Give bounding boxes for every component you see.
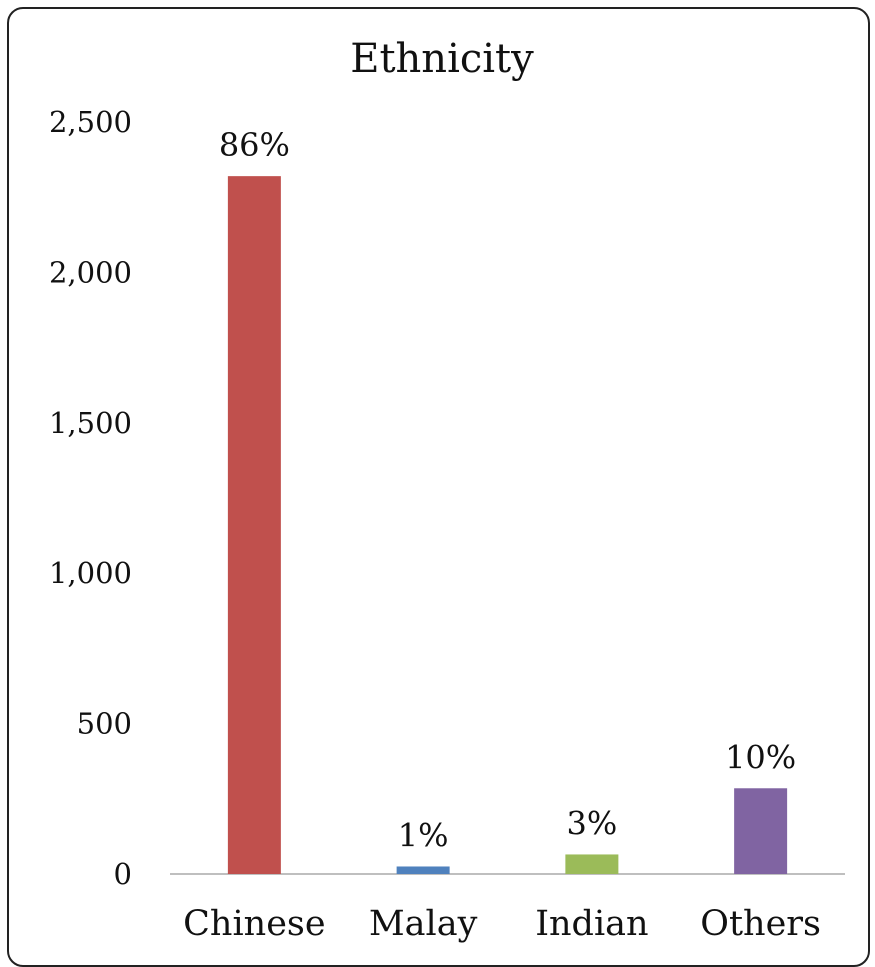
data-labels: 86% 1% 3% 10% xyxy=(219,126,796,854)
x-tick-label: Others xyxy=(700,904,821,944)
x-axis-ticks: Chinese Malay Indian Others xyxy=(183,904,821,944)
x-tick-label: Chinese xyxy=(183,904,325,944)
bars xyxy=(227,176,788,875)
data-label: 86% xyxy=(219,126,290,164)
bar-others xyxy=(734,788,788,874)
y-tick-label: 1,000 xyxy=(49,556,132,590)
y-tick-label: 2,000 xyxy=(49,255,132,289)
data-label: 1% xyxy=(398,816,449,854)
data-label: 10% xyxy=(725,738,796,776)
bar-chinese xyxy=(227,176,281,875)
y-tick-label: 500 xyxy=(77,707,132,741)
bar-malay xyxy=(396,866,450,874)
chart-title: Ethnicity xyxy=(350,36,534,82)
y-tick-label: 2,500 xyxy=(49,105,132,139)
y-axis-ticks: 0 500 1,000 1,500 2,000 2,500 xyxy=(49,105,132,891)
y-tick-label: 0 xyxy=(114,857,132,891)
data-label: 3% xyxy=(566,804,617,842)
bar-indian xyxy=(565,854,619,874)
x-tick-label: Malay xyxy=(369,904,478,944)
chart-frame xyxy=(7,7,870,967)
x-tick-label: Indian xyxy=(535,904,648,944)
y-tick-label: 1,500 xyxy=(49,406,132,440)
